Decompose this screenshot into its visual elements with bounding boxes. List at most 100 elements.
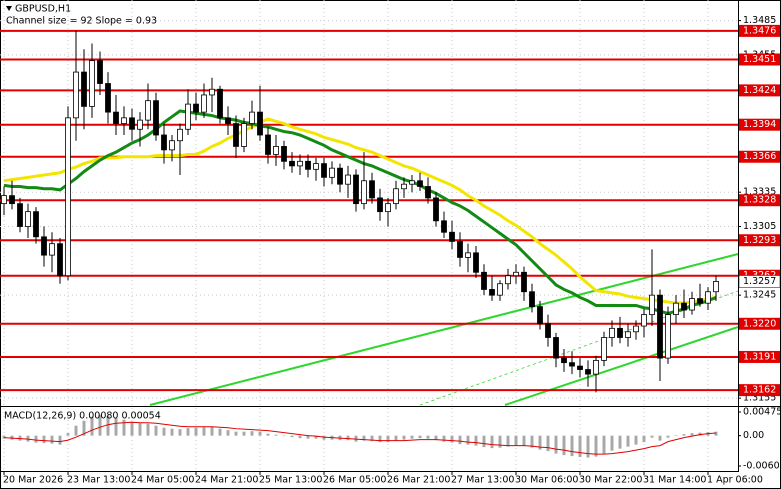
candle-body	[705, 291, 711, 304]
macd-bar	[98, 414, 102, 436]
macd-tick-label: 0.00	[743, 430, 764, 441]
candle-body	[577, 365, 583, 370]
price-label-box	[738, 275, 781, 288]
macd-bar	[442, 435, 446, 442]
level-label: 1.3220	[743, 318, 776, 329]
macd-bar	[146, 423, 150, 436]
candle-body	[401, 183, 407, 190]
candle-body	[89, 60, 95, 107]
macd-bar	[82, 420, 86, 436]
candle-body	[441, 220, 447, 233]
candle-body	[145, 100, 151, 121]
candles-layer	[1, 30, 719, 458]
macd-bar	[258, 431, 262, 436]
candle-body	[289, 160, 295, 167]
macd-bar	[106, 415, 110, 436]
candle-body	[97, 60, 103, 84]
macd-bar	[186, 428, 190, 436]
grid-layer	[0, 0, 738, 471]
level-label-box	[739, 24, 780, 37]
channel-lower	[504, 326, 739, 406]
macd-bar	[306, 435, 310, 439]
candle-body	[697, 298, 703, 304]
macd-bar	[546, 435, 550, 452]
candle-body	[353, 174, 359, 205]
chart-subtitle: Channel size = 92 Slope = 0.93	[6, 16, 157, 27]
macd-bar	[498, 435, 502, 448]
candle-body	[617, 327, 623, 338]
macd-bar	[202, 427, 206, 436]
x-tick-label: 24 Mar 21:00	[195, 475, 258, 486]
candle-body	[1, 195, 7, 205]
macd-tick-label: 0.00475	[743, 407, 781, 418]
macd-bar	[690, 433, 694, 436]
macd-bar	[138, 423, 142, 436]
level-label-box	[739, 150, 780, 163]
candle-body	[265, 134, 271, 155]
candle-body	[329, 167, 335, 178]
macd-bar	[650, 435, 654, 438]
macd-bar	[178, 429, 182, 436]
x-tick-label: 23 Mar 13:00	[67, 475, 130, 486]
level-label-box	[739, 118, 780, 131]
x-tick-label: 27 Mar 13:00	[451, 475, 514, 486]
candle-body	[153, 100, 159, 136]
candle-body	[121, 117, 127, 124]
macd-bar	[314, 435, 318, 439]
macd-bar	[66, 433, 70, 436]
macd-bar	[58, 435, 62, 445]
macd-bar	[130, 421, 134, 436]
macd-bar	[122, 419, 126, 436]
candle-body	[489, 289, 495, 296]
macd-bar	[210, 426, 214, 436]
macd-bar	[538, 435, 542, 450]
candle-body	[305, 160, 311, 170]
candle-body	[49, 243, 55, 256]
candle-body	[569, 362, 575, 367]
candle-body	[257, 111, 263, 136]
macd-bar	[90, 416, 94, 436]
symbol-icon	[6, 6, 12, 11]
candle-body	[33, 211, 39, 238]
candle-body	[601, 337, 607, 361]
candle-body	[129, 117, 135, 130]
candle-body	[225, 117, 231, 124]
macd-bar	[250, 431, 254, 436]
macd-bar	[362, 435, 366, 441]
macd-signal	[3, 421, 717, 455]
candle-body	[209, 88, 215, 96]
level-label: 1.3366	[743, 151, 776, 162]
macd-bar	[602, 435, 606, 454]
x-tick-label: 20 Mar 2026	[3, 475, 63, 486]
level-label-box	[739, 317, 780, 330]
level-label: 1.3451	[743, 54, 776, 65]
candle-body	[177, 128, 183, 142]
macd-bar	[170, 428, 174, 436]
candle-body	[521, 271, 527, 293]
candle-body	[337, 167, 343, 185]
x-tick-label: 25 Mar 13:00	[259, 475, 322, 486]
candle-body	[233, 123, 239, 147]
candle-body	[281, 146, 287, 162]
macd-bar	[530, 435, 534, 448]
candle-body	[713, 281, 719, 293]
channel-upper	[149, 253, 739, 406]
level-label: 1.3424	[743, 85, 776, 96]
candle-body	[681, 302, 687, 311]
level-label: 1.3394	[743, 119, 776, 130]
macd-bar	[466, 435, 470, 445]
macd-bar	[658, 435, 662, 441]
candle-body	[657, 294, 663, 359]
macd-bar	[242, 431, 246, 436]
macd-bar	[490, 435, 494, 449]
level-label: 1.3162	[743, 385, 776, 396]
candle-body	[473, 252, 479, 273]
candle-body	[185, 103, 191, 130]
macd-bar	[402, 435, 406, 440]
level-label: 1.3293	[743, 235, 776, 246]
y-tick-label: 1.3155	[743, 393, 776, 404]
macd-bar	[514, 435, 518, 446]
macd-bar	[666, 435, 670, 438]
